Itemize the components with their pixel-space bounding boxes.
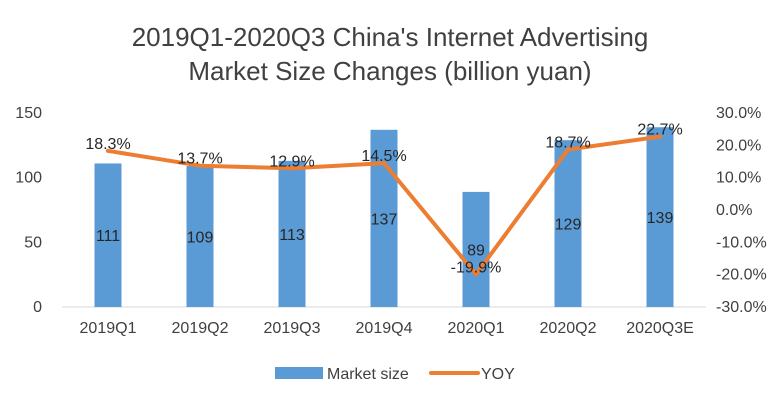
bar-data-label: 129 [555,217,582,234]
yoy-data-label: 22.7% [637,122,682,139]
right-axis-tick-label: 0.0% [716,202,752,219]
yoy-point [106,148,110,153]
right-axis-tick-label: 30.0% [716,105,761,122]
yoy-point [658,134,662,139]
bar-data-label: 89 [467,242,485,259]
bar-data-label: 139 [647,210,674,227]
legend-swatch-market-size [275,367,323,379]
legend-label-market-size: Market size [327,366,409,383]
bar-market-size [370,129,398,307]
right-axis-tick-label: -30.0% [716,299,767,316]
yoy-point [474,272,478,277]
bar-market-size [94,163,122,307]
x-axis-tick-label: 2019Q3 [264,320,321,337]
bar-data-label: 113 [279,227,305,244]
yoy-data-label: 18.7% [545,135,590,152]
left-axis-tick-label: 0 [33,299,42,316]
bar-market-size [646,127,674,307]
bar-data-label: 137 [371,211,398,228]
x-axis-tick-label: 2020Q3E [626,320,694,337]
yoy-data-label: 12.9% [269,153,314,170]
right-axis-tick-label: 20.0% [716,137,761,154]
right-axis-tick-label: -10.0% [716,234,767,251]
yoy-data-label: 13.7% [177,151,222,168]
x-axis-tick-label: 2019Q1 [80,320,137,337]
yoy-point [566,147,570,152]
plot-area: 0 50 100 150 30.0% 20.0% 10.0% 0.0% -10.0% -20.0%… [15,105,766,337]
yoy-point [382,161,386,166]
right-axis-tick-label: -20.0% [716,267,767,284]
chart-title-line-2: Market Size Changes (billion yuan) [188,56,591,86]
yoy-point [290,166,294,171]
left-axis-tick-label: 150 [15,105,42,122]
bar-market-size [462,191,490,307]
x-axis-tick-label: 2020Q1 [448,320,505,337]
yoy-data-label: 18.3% [85,136,130,153]
left-axis-tick-label: 100 [15,170,42,187]
bar-market-size [554,140,582,307]
x-axis-tick-label: 2019Q2 [172,320,229,337]
bar-data-label: 111 [96,228,120,245]
bar-market-size [186,166,214,307]
bar-market-size [278,160,306,307]
left-axis-tick-label: 50 [24,234,42,251]
right-axis-tick-label: 10.0% [716,170,761,187]
yoy-point [198,163,202,168]
yoy-data-label: 14.5% [361,148,406,165]
yoy-data-label: -19.9% [451,259,502,276]
x-axis-tick-label: 2019Q4 [356,320,413,337]
legend-label-yoy: YOY [481,366,515,383]
legend: Market size YOY [275,366,515,383]
x-axis-tick-label: 2020Q2 [540,320,597,337]
bar-data-label: 109 [187,230,214,247]
chart-title-line-1: 2019Q1-2020Q3 China's Internet Advertisi… [132,22,649,52]
